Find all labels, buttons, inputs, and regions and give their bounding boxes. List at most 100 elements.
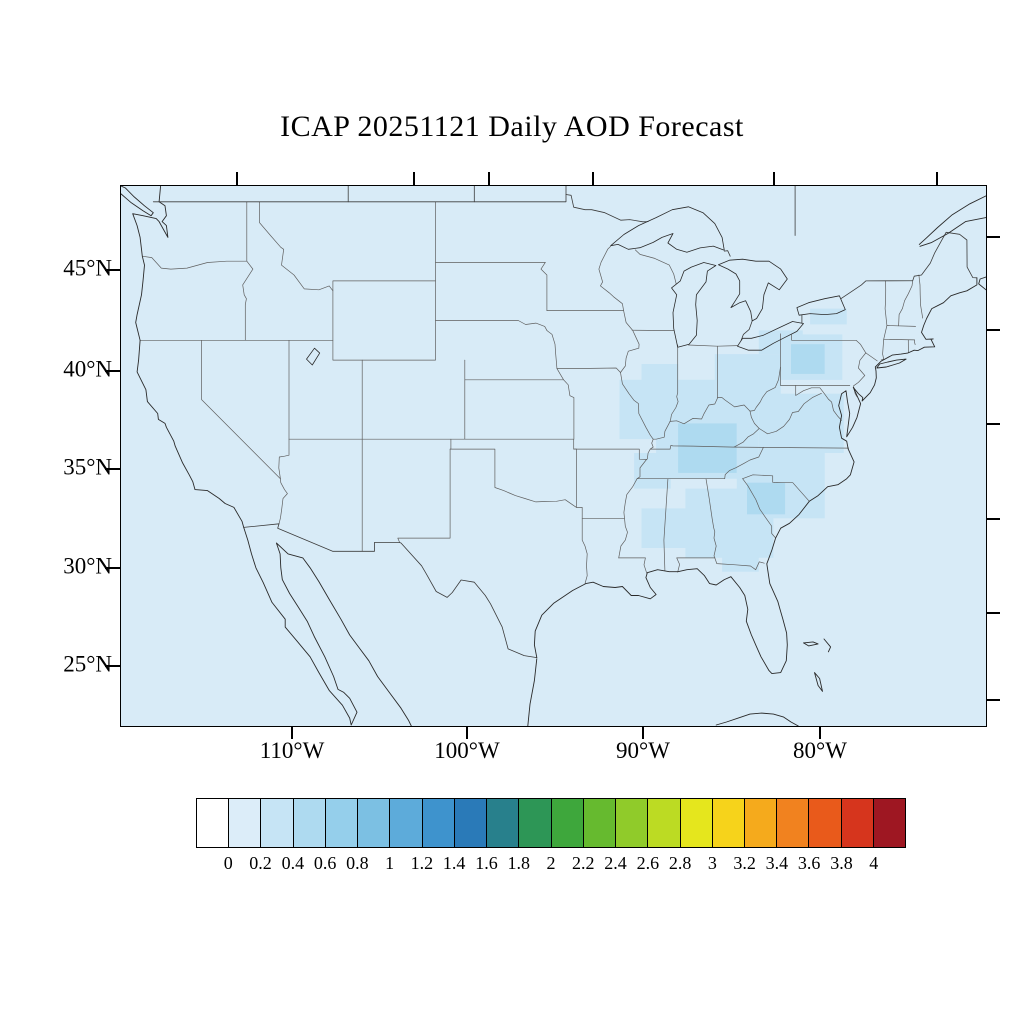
- state-border-line: [705, 478, 717, 559]
- colorbar-tick-label: 2.2: [572, 853, 595, 873]
- axis-tick: [488, 172, 490, 185]
- lon-axis-label: 90°W: [616, 738, 670, 763]
- axis-tick: [642, 727, 644, 739]
- state-border-line: [880, 338, 885, 361]
- state-border-line: [618, 459, 647, 559]
- state-border-line: [733, 446, 849, 449]
- coastline: [803, 641, 819, 647]
- state-border-line: [791, 334, 867, 354]
- state-border-line: [332, 280, 436, 361]
- coastline: [527, 658, 538, 726]
- colorbar-cell: [679, 798, 713, 848]
- colorbar-cell: [743, 798, 778, 848]
- colorbar-tick-label: 0: [223, 853, 233, 873]
- aod-shaded-cell: [678, 423, 737, 473]
- axis-tick: [987, 612, 1000, 614]
- lake-outline: [737, 321, 804, 351]
- colorbar-tick-label: 1.8: [507, 853, 530, 873]
- state-border-line: [618, 557, 648, 575]
- state-border-line: [688, 344, 738, 347]
- lon-axis-label: 80°W: [793, 738, 847, 763]
- colorbar-cell: [550, 798, 584, 848]
- colorbar-cell: [453, 798, 488, 848]
- colorbar-tick-label: 4: [869, 853, 879, 873]
- state-border-line: [883, 338, 915, 341]
- colorbar-cell: [324, 798, 359, 848]
- aod-shaded-cell: [791, 344, 825, 374]
- state-border-line: [853, 352, 867, 398]
- coastline: [876, 358, 907, 369]
- axis-tick: [291, 727, 293, 739]
- axis-tick: [466, 727, 468, 739]
- colorbar-cell: [518, 798, 552, 848]
- axis-tick: [592, 172, 594, 185]
- state-border-line: [449, 448, 577, 508]
- state-border-line: [620, 372, 654, 440]
- coastline: [918, 195, 986, 245]
- state-border-line: [573, 448, 647, 460]
- axis-tick: [987, 329, 1000, 331]
- lat-axis-label: 30°N: [63, 553, 112, 579]
- colorbar-cell: [711, 798, 745, 848]
- state-border-line: [278, 478, 288, 525]
- lat-axis-label: 35°N: [63, 454, 112, 480]
- lat-axis-label: 45°N: [63, 255, 112, 281]
- lon-axis-label: 110°W: [259, 738, 325, 763]
- colorbar-tick-label: 1.6: [475, 853, 498, 873]
- colorbar-tick-label: 0.4: [281, 853, 305, 873]
- coastline: [978, 276, 986, 291]
- state-border-line: [758, 392, 822, 435]
- lake-outline: [671, 262, 717, 348]
- state-border-line: [598, 245, 624, 311]
- state-border-line: [724, 446, 764, 480]
- state-border-line: [865, 352, 878, 362]
- state-border-line: [886, 325, 916, 327]
- colorbar-cell: [228, 798, 262, 848]
- colorbar-cell: [582, 798, 617, 848]
- colorbar-tick-label: 2: [546, 853, 556, 873]
- colorbar-tick-label: 0.6: [313, 853, 337, 873]
- axis-tick: [936, 172, 938, 185]
- state-border-line: [540, 262, 548, 311]
- aod-shaded-cell: [641, 364, 679, 390]
- colorbar-cell: [808, 798, 842, 848]
- lat-axis-label: 40°N: [63, 356, 112, 382]
- axis-tick: [105, 567, 120, 569]
- state-border-line: [733, 410, 760, 448]
- state-border-line: [669, 366, 781, 425]
- state-border-line: [914, 339, 916, 345]
- state-border-line: [435, 320, 548, 331]
- state-border-line: [259, 201, 334, 292]
- state-border-line: [884, 280, 888, 326]
- state-border-line: [714, 557, 765, 571]
- lat-axis-label: 25°N: [63, 651, 112, 677]
- axis-tick: [105, 468, 120, 470]
- colorbar-tick-label: 2.8: [668, 853, 692, 873]
- coastline: [121, 186, 154, 217]
- colorbar-cell: [486, 798, 520, 848]
- state-border-line: [883, 325, 888, 340]
- colorbar-tick-label: 1: [385, 853, 395, 873]
- country-border-line: [243, 523, 538, 659]
- axis-tick: [987, 518, 1000, 520]
- colorbar-cell: [615, 798, 649, 848]
- colorbar-tick-label: 2.4: [604, 853, 627, 873]
- colorbar-tick-label: 2.6: [636, 853, 660, 873]
- axis-tick: [105, 370, 120, 372]
- state-border-line: [652, 421, 671, 440]
- colorbar-tick-label: 1.4: [442, 853, 466, 873]
- axis-tick: [413, 172, 415, 185]
- map-frame: [120, 185, 987, 727]
- state-border-line: [141, 255, 248, 270]
- axis-tick: [987, 236, 1000, 238]
- coastline: [823, 638, 832, 653]
- lon-axis-label: 100°W: [434, 738, 500, 763]
- state-border-line: [634, 249, 677, 285]
- coastline: [919, 217, 986, 247]
- axis-tick: [773, 172, 775, 185]
- state-border-line: [576, 507, 588, 584]
- coastline: [715, 712, 799, 726]
- country-border-line: [740, 320, 753, 341]
- colorbar-tick-label: 1.2: [410, 853, 434, 873]
